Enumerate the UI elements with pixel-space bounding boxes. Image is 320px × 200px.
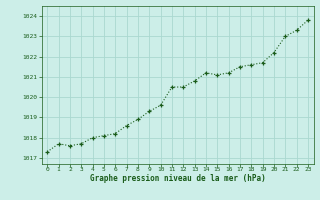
X-axis label: Graphe pression niveau de la mer (hPa): Graphe pression niveau de la mer (hPa) (90, 174, 266, 183)
